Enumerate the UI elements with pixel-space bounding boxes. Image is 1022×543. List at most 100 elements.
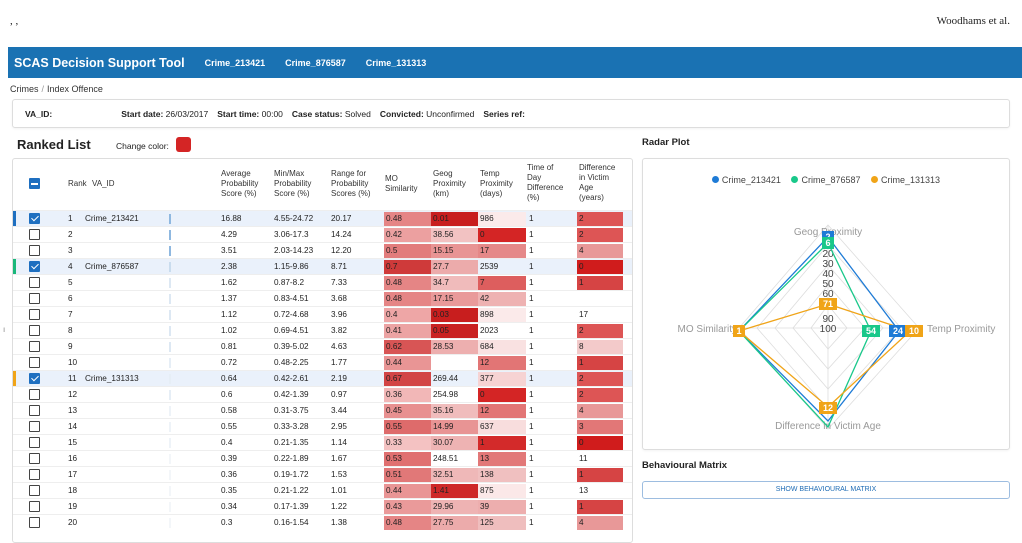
time-of-day-cell: 1 [529, 358, 534, 367]
row-checkbox[interactable] [29, 501, 40, 512]
table-row[interactable]: 8 1.02 0.69-4.51 3.82 0.41 0.05 2023 1 2 [13, 322, 632, 338]
table-row[interactable]: 13 0.58 0.31-3.75 3.44 0.45 35.16 12 1 4 [13, 402, 632, 418]
table-row[interactable]: 18 0.35 0.21-1.22 1.01 0.44 1.41 875 1 13 [13, 482, 632, 498]
legend-item-crime-3[interactable]: Crime_131313 [871, 175, 940, 185]
table-row[interactable]: 4 Crime_876587 2.38 1.15-9.86 8.71 0.7 27.7 253… [13, 258, 632, 275]
col-rank-header[interactable]: Rank [68, 179, 87, 188]
minmax-score-cell: 0.31-3.75 [274, 406, 309, 415]
victim-age-cell: 1 [577, 500, 623, 514]
victim-age-cell: 11 [579, 454, 588, 463]
table-row[interactable]: 10 0.72 0.48-2.25 1.77 0.44 12 1 1 [13, 354, 632, 370]
col-temp-proximity-header[interactable]: Temp Proximity (days) [480, 169, 513, 199]
row-checkbox[interactable] [29, 389, 40, 400]
time-of-day-cell: 1 [529, 262, 534, 271]
range-cell: 14.24 [331, 230, 352, 239]
radar-legend: Crime_213421 Crime_876587 Crime_131313 [643, 175, 1009, 185]
victim-age-cell: 2 [577, 372, 623, 386]
rank-cell: 19 [68, 502, 78, 511]
tab-crime-1[interactable]: Crime_213421 [204, 57, 266, 68]
row-checkbox[interactable] [29, 229, 40, 240]
score-bar-indicator [169, 262, 171, 272]
mo-similarity-cell: 0.33 [384, 436, 431, 450]
row-checkbox[interactable] [29, 469, 40, 480]
table-row[interactable]: 15 0.4 0.21-1.35 1.14 0.33 30.07 1 1 0 [13, 434, 632, 450]
score-bar-indicator [169, 342, 171, 352]
table-row[interactable]: 5 1.62 0.87-8.2 7.33 0.48 34.7 7 1 1 [13, 274, 632, 290]
table-row[interactable]: 3 3.51 2.03-14.23 12.20 0.5 15.15 17 1 4 [13, 242, 632, 258]
score-bar-indicator [169, 454, 171, 464]
row-checkbox[interactable] [29, 405, 40, 416]
table-row[interactable]: 9 0.81 0.39-5.02 4.63 0.62 28.53 684 1 8 [13, 338, 632, 354]
row-checkbox[interactable] [29, 245, 40, 256]
legend-item-crime-2[interactable]: Crime_876587 [791, 175, 861, 185]
table-row[interactable]: 6 1.37 0.83-4.51 3.68 0.48 17.15 42 1 [13, 290, 632, 306]
row-checkbox[interactable] [29, 373, 40, 384]
radar-plot-card: Crime_213421 Crime_876587 Crime_131313 G… [642, 158, 1010, 450]
col-victim-age-header[interactable]: Difference in Victim Age (years) [579, 163, 615, 203]
range-cell: 1.53 [331, 470, 347, 479]
radar-series-crime-1 [738, 235, 900, 422]
show-behavioural-matrix-button[interactable]: SHOW BEHAVIOURAL MATRIX [642, 481, 1010, 499]
table-header: Rank VA_ID Average Probability Score (%) M… [13, 159, 632, 209]
col-geog-line: Geog [433, 169, 453, 178]
rank-cell: 1 [68, 214, 73, 223]
average-score-cell: 0.3 [221, 518, 233, 527]
legend-item-crime-1[interactable]: Crime_213421 [711, 175, 781, 185]
breadcrumb-crimes-link[interactable]: Crimes [10, 84, 39, 94]
table-row[interactable]: 14 0.55 0.33-3.28 2.95 0.55 14.99 637 1 3 [13, 418, 632, 434]
color-picker-swatch[interactable] [176, 137, 191, 152]
col-age-line: in Victim [579, 173, 610, 182]
select-all-checkbox[interactable] [29, 178, 40, 189]
table-row[interactable]: 19 0.34 0.17-1.39 1.22 0.43 29.96 39 1 1 [13, 498, 632, 514]
row-checkbox[interactable] [29, 213, 40, 224]
table-row[interactable]: 16 0.39 0.22-1.89 1.67 0.53 248.51 13 1 11 [13, 450, 632, 466]
row-checkbox[interactable] [29, 453, 40, 464]
row-checkbox[interactable] [29, 341, 40, 352]
col-range-header[interactable]: Range for Probability Scores (%) [331, 169, 371, 199]
score-bar-indicator [169, 246, 171, 256]
table-row[interactable]: 17 0.36 0.19-1.72 1.53 0.51 32.51 138 1 1 [13, 466, 632, 482]
col-tod-line: Day [527, 173, 542, 182]
row-checkbox[interactable] [29, 277, 40, 288]
mo-similarity-cell: 0.41 [384, 324, 431, 338]
geog-proximity-cell: 15.15 [431, 244, 478, 258]
table-row[interactable]: 7 1.12 0.72-4.68 3.96 0.4 0.03 898 1 17 [13, 306, 632, 322]
col-va-id-header[interactable]: VA_ID [92, 179, 115, 188]
legend-dot-icon [871, 176, 879, 183]
case-status-value: Solved [344, 108, 371, 119]
col-average-score-header[interactable]: Average Probability Score (%) [221, 169, 258, 199]
va-id-cell: Crime_213421 [85, 214, 139, 223]
row-checkbox[interactable] [29, 325, 40, 336]
table-row[interactable]: 12 0.6 0.42-1.39 0.97 0.36 254.98 0 1 2 [13, 386, 632, 402]
rank-cell: 8 [68, 326, 73, 335]
row-checkbox[interactable] [29, 485, 40, 496]
score-bar-indicator [169, 406, 171, 416]
table-row[interactable]: 20 0.3 0.16-1.54 1.38 0.48 27.75 125 1 4 [13, 514, 632, 530]
row-checkbox[interactable] [29, 357, 40, 368]
range-cell: 1.77 [331, 358, 347, 367]
col-geog-proximity-header[interactable]: Geog Proximity (km) [433, 169, 466, 199]
time-of-day-cell: 1 [529, 454, 534, 463]
col-time-of-day-header[interactable]: Time of Day Difference (%) [527, 163, 563, 203]
table-row[interactable]: 1 Crime_213421 16.88 4.55-24.72 20.17 0.48 0.0… [13, 210, 632, 227]
row-checkbox[interactable] [29, 421, 40, 432]
col-range-line: Scores (%) [331, 189, 371, 198]
tab-crime-2[interactable]: Crime_876587 [285, 57, 346, 68]
va-id-cell: Crime_876587 [85, 262, 139, 271]
row-checkbox[interactable] [29, 309, 40, 320]
col-age-line: Age [579, 183, 594, 192]
victim-age-cell: 1 [577, 468, 623, 482]
table-row[interactable]: 11 Crime_131313 0.64 0.42-2.61 2.19 0.67 269.4… [13, 370, 632, 387]
range-cell: 4.63 [331, 342, 347, 351]
rank-cell: 20 [68, 518, 78, 527]
col-minmax-score-header[interactable]: Min/Max Probability Score (%) [274, 169, 311, 199]
tab-crime-3[interactable]: Crime_131313 [365, 57, 427, 68]
row-checkbox[interactable] [29, 293, 40, 304]
row-checkbox[interactable] [29, 517, 40, 528]
row-checkbox[interactable] [29, 261, 40, 272]
col-average-line: Score (%) [221, 189, 257, 198]
victim-age-cell: 0 [577, 260, 623, 274]
row-checkbox[interactable] [29, 437, 40, 448]
table-row[interactable]: 2 4.29 3.06-17.3 14.24 0.42 38.56 0 1 2 [13, 226, 632, 242]
col-mo-similarity-header[interactable]: MO Similarity [385, 174, 417, 194]
